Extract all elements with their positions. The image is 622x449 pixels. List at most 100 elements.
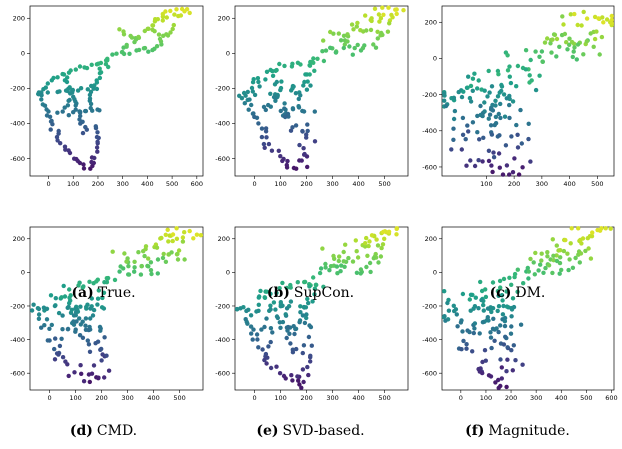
scatter-point [381,229,386,235]
scatter-point [531,260,536,265]
scatter-point [460,329,465,334]
scatter-point [365,253,370,258]
scatter-point [297,318,303,323]
scatter-point [596,16,601,21]
scatter-point [310,299,315,304]
scatter-point [87,349,93,354]
scatter-point [349,22,355,27]
scatter-point [308,83,313,88]
scatter-point [601,20,606,25]
scatter-point [459,147,464,152]
scatter-point [496,377,501,383]
scatter-point [39,93,44,98]
scatter-point [164,32,169,37]
scatter-point [102,335,107,340]
scatter-point [284,335,289,341]
scatter-point [575,22,580,28]
scatter-point [609,13,614,19]
scatter-point [80,285,85,290]
scatter-point [609,20,614,26]
scatter-point [472,163,478,169]
scatter-point [256,302,261,307]
scatter-point [251,327,256,332]
scatter-point [277,61,282,67]
scatter-point [541,270,546,275]
scatter-point [510,99,516,104]
scatter-point [67,150,73,156]
scatter-point [65,103,71,108]
scatter-point [77,117,82,122]
scatter-point [29,308,35,313]
scatter-point [282,106,287,111]
scatter-point [46,109,51,114]
scatter-point [93,124,99,129]
scatter-point [180,239,186,244]
scatter-point [586,246,591,251]
x-tick-label: 0 [459,394,463,402]
scatter-point [515,267,520,272]
scatter-point [378,33,383,38]
scatter-point [156,32,162,37]
scatter-point [305,364,310,370]
scatter-point [278,108,283,114]
scatter-point [293,91,299,96]
scatter-point [520,362,525,367]
scatter-point [194,232,200,237]
scatter-point [584,16,590,21]
scatter-point [154,44,160,49]
scatter-point [262,324,267,330]
x-tick-label: 500 [591,180,603,188]
scatter-point [174,252,180,257]
scatter-point [294,346,299,352]
scatter-point [77,110,83,116]
scatter-point [84,306,89,311]
scatter-point [496,304,502,309]
scatter-point [275,315,280,321]
scatter-point [51,75,56,81]
scatter-point [519,141,524,146]
scatter-point [320,49,325,54]
scatter-point [323,265,328,270]
scatter-point [283,114,288,120]
scatter-point [264,361,269,366]
x-tick-label: 600 [605,394,617,402]
scatter-point [471,306,476,311]
scatter-point [495,288,501,294]
scatter-point [509,324,514,329]
scatter-point [501,92,507,97]
scatter-point [60,71,65,77]
scatter-point [509,282,514,287]
scatter-point [97,108,102,113]
scatter-point [36,306,42,312]
scatter-point [41,305,47,310]
x-tick-label: 300 [326,394,338,402]
plot-frame [441,5,615,177]
scatter-point [451,95,457,101]
scatter-point [158,236,163,241]
scatter-point [375,29,380,34]
x-tick-label: 200 [92,180,104,188]
scatter-point [355,20,360,26]
y-tick-label: -400 [422,127,437,135]
scatter-point [460,115,466,121]
scatter-point [262,357,267,363]
plot-frame [234,226,409,391]
scatter-point [73,67,79,72]
scatter-point [98,326,103,331]
scatter-point [97,75,103,81]
scatter-point [252,114,257,120]
scatter-point [472,321,478,326]
scatter-point [445,300,450,306]
scatter-point [85,338,91,343]
scatter-point [307,284,312,289]
caption-d-text: CMD. [96,423,138,439]
x-tick-label: 300 [116,180,128,188]
scatter-point [153,17,158,22]
scatter-point [338,38,344,43]
scatter-point [505,53,510,58]
scatter-point [60,313,65,318]
scatter-point [375,243,381,248]
caption-d-letter: (d) [69,423,93,439]
scatter-point [537,73,542,78]
scatter-point [268,339,273,345]
